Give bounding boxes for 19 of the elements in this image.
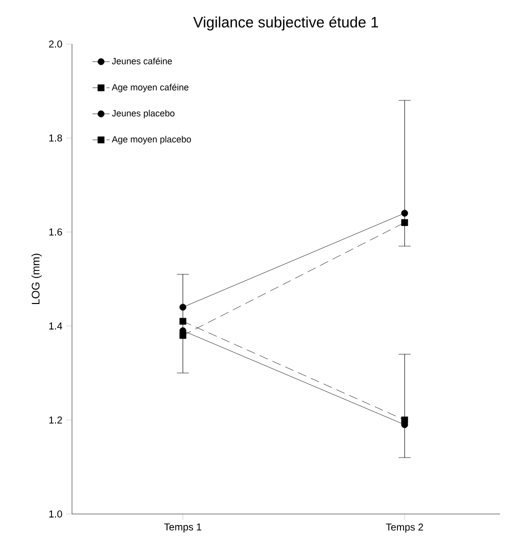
- y-tick-label: 1.4: [49, 322, 62, 330]
- legend-label: Age moyen placebo: [112, 136, 191, 144]
- chart-title: Vigilance subjective étude 1: [193, 16, 378, 30]
- point: [179, 304, 186, 311]
- y-tick-label: 1.0: [49, 510, 62, 518]
- y-tick-label: 1.8: [49, 134, 62, 142]
- legend-label: Age moyen caféine: [112, 84, 188, 92]
- point: [401, 219, 408, 226]
- y-axis-title: LOG (mm): [31, 254, 42, 304]
- point: [401, 416, 408, 424]
- x-tick-label: Temps 1: [164, 524, 202, 532]
- y-tick-label: 2.0: [49, 40, 62, 48]
- x-tick-label: Temps 2: [386, 524, 424, 533]
- y-tick-label: 1.2: [49, 416, 62, 424]
- y-tick-label: 1.6: [49, 228, 62, 236]
- legend-label: Jeunes caféine: [112, 58, 172, 64]
- legend-label: Jeunes placebo: [112, 110, 174, 118]
- point: [179, 318, 186, 325]
- point: [401, 210, 408, 217]
